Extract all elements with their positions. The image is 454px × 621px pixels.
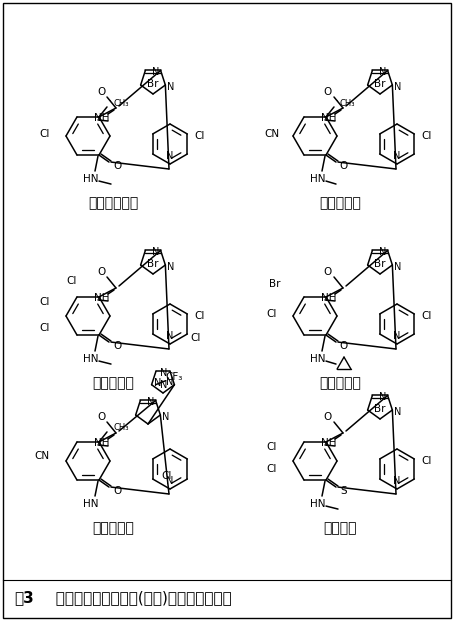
Text: NH: NH — [94, 293, 110, 303]
Text: N: N — [147, 397, 154, 407]
Text: 环渴虫酰胺: 环渴虫酰胺 — [319, 376, 361, 390]
Text: CH₃: CH₃ — [340, 99, 355, 109]
Text: O: O — [97, 412, 105, 422]
Text: N: N — [167, 82, 174, 92]
Text: N: N — [394, 262, 401, 272]
Text: N: N — [162, 412, 169, 422]
Text: 四唆虫酰胺: 四唆虫酰胺 — [92, 521, 134, 535]
Text: N: N — [393, 151, 401, 161]
Text: NH: NH — [321, 113, 337, 123]
Text: CN: CN — [35, 451, 49, 461]
Text: CN: CN — [264, 129, 280, 139]
Text: O: O — [113, 341, 121, 351]
Text: N: N — [394, 82, 401, 92]
Text: N: N — [166, 331, 174, 341]
Text: Cl: Cl — [267, 464, 277, 474]
Text: HN: HN — [83, 499, 99, 509]
Text: O: O — [113, 161, 121, 171]
Text: N: N — [154, 378, 161, 388]
Text: Br: Br — [147, 79, 159, 89]
Text: Cl: Cl — [67, 276, 77, 286]
Text: HN: HN — [83, 174, 99, 184]
Text: Cl: Cl — [422, 456, 432, 466]
Text: CH₃: CH₃ — [113, 99, 128, 109]
Text: N: N — [394, 407, 401, 417]
Text: HN: HN — [310, 174, 326, 184]
Text: NH: NH — [94, 113, 110, 123]
Text: Cl: Cl — [422, 311, 432, 321]
Text: •: • — [109, 100, 111, 104]
Text: Cl: Cl — [267, 442, 277, 452]
Text: N: N — [166, 151, 174, 161]
Text: Cl: Cl — [191, 333, 201, 343]
Text: O: O — [97, 267, 105, 277]
Text: NH: NH — [321, 438, 337, 448]
Text: Cl: Cl — [195, 311, 205, 321]
Text: HN: HN — [310, 499, 326, 509]
Text: N: N — [160, 380, 168, 390]
Text: O: O — [97, 87, 105, 97]
Text: 渴氯虫酰胺: 渴氯虫酰胺 — [319, 196, 361, 210]
Text: O: O — [113, 486, 121, 496]
Text: N: N — [152, 68, 159, 78]
Text: N: N — [167, 262, 174, 272]
Text: NH: NH — [94, 438, 110, 448]
Text: Br: Br — [269, 279, 281, 289]
Text: 氯虫苯甲酰胺: 氯虫苯甲酰胺 — [88, 196, 138, 210]
Text: Cl: Cl — [40, 323, 50, 333]
Text: Br: Br — [147, 259, 159, 269]
Text: Br: Br — [374, 404, 386, 414]
Text: N: N — [166, 377, 173, 387]
Text: O: O — [324, 87, 332, 97]
Text: 邜甲酰胺基苯甲酰胺(硫代)双酰胺的结构式: 邜甲酰胺基苯甲酰胺(硫代)双酰胺的结构式 — [46, 591, 232, 605]
Text: N: N — [393, 476, 401, 486]
Text: NH: NH — [321, 293, 337, 303]
Text: N: N — [166, 476, 174, 486]
Text: Cl: Cl — [267, 309, 277, 319]
Text: Cl: Cl — [40, 129, 50, 139]
Text: O: O — [324, 412, 332, 422]
Text: O: O — [324, 267, 332, 277]
Text: •: • — [336, 100, 338, 104]
Text: HN: HN — [83, 354, 99, 364]
Text: HN: HN — [310, 354, 326, 364]
Text: 图3: 图3 — [14, 591, 34, 605]
Text: S: S — [340, 486, 347, 496]
Text: 硫虫酰胺: 硫虫酰胺 — [323, 521, 357, 535]
Text: N: N — [160, 368, 168, 378]
Text: Cl: Cl — [162, 471, 172, 481]
Text: CF₃: CF₃ — [165, 372, 182, 382]
Text: N: N — [152, 248, 159, 258]
Text: Cl: Cl — [195, 131, 205, 141]
Text: N: N — [393, 331, 401, 341]
Text: Cl: Cl — [422, 131, 432, 141]
Text: Br: Br — [374, 259, 386, 269]
Text: N: N — [379, 392, 386, 402]
Text: O: O — [340, 161, 348, 171]
Text: CH₃: CH₃ — [113, 424, 128, 432]
Text: 四氯虫酰胺: 四氯虫酰胺 — [92, 376, 134, 390]
Text: N: N — [379, 68, 386, 78]
Text: Br: Br — [374, 79, 386, 89]
Text: N: N — [379, 248, 386, 258]
Text: Cl: Cl — [40, 297, 50, 307]
Text: O: O — [340, 341, 348, 351]
